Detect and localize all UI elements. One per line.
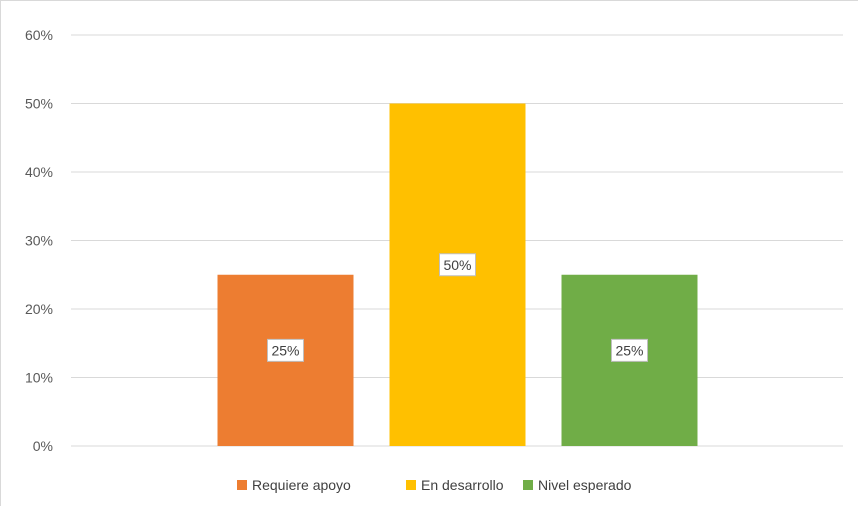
data-label-box [611, 338, 648, 362]
y-tick-label: 30% [25, 233, 53, 249]
y-tick-label: 20% [25, 301, 53, 317]
y-tick-label: 60% [25, 27, 53, 43]
y-tick-label: 10% [25, 370, 53, 386]
data-label: 25% [615, 342, 643, 358]
legend-swatch [406, 480, 416, 490]
legend-label: En desarrollo [421, 477, 504, 493]
y-tick-label: 50% [25, 96, 53, 112]
data-label: 50% [443, 257, 471, 273]
data-label-box [267, 338, 304, 362]
y-axis-tick-labels: 0% 10% 20% 30% 40% 50% 60% [25, 27, 53, 454]
bars [217, 103, 698, 446]
data-label: 25% [271, 342, 299, 358]
data-labels: 25% 50% 25% [267, 253, 648, 362]
data-label-box [439, 253, 476, 277]
legend: Requiere apoyo En desarrollo Nivel esperad… [237, 477, 632, 493]
legend-swatch [523, 480, 533, 490]
y-tick-label: 40% [25, 164, 53, 180]
legend-label: Requiere apoyo [252, 477, 351, 493]
y-tick-label: 0% [33, 438, 53, 454]
legend-label: Nivel esperado [538, 477, 632, 493]
legend-swatch [237, 480, 247, 490]
